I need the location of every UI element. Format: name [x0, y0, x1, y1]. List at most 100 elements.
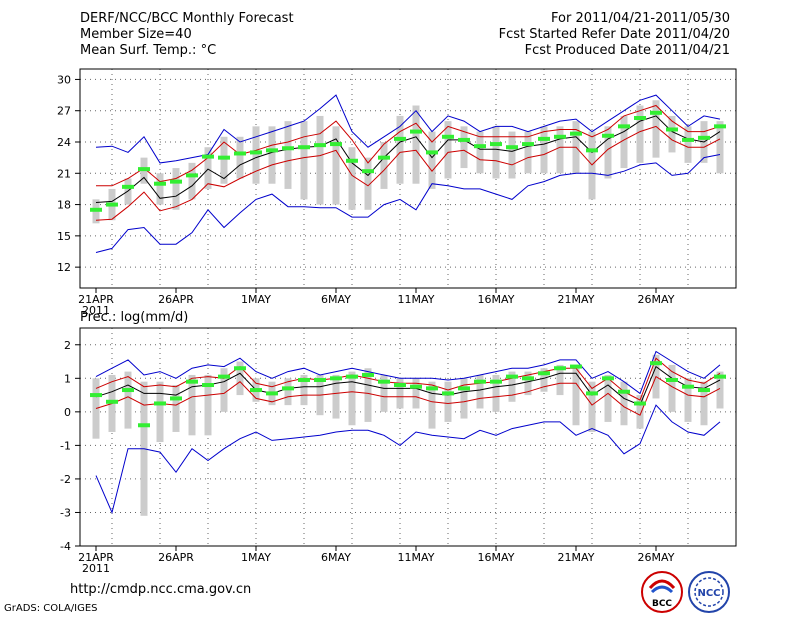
obs-range-bar [540, 126, 548, 174]
obs-range-bar [332, 126, 340, 205]
obs-mark [618, 389, 630, 394]
x-tick-label: 6MAY [321, 293, 351, 306]
x-tick-label: 26APR [158, 293, 194, 306]
obs-mark [266, 148, 278, 153]
obs-range-bar [492, 126, 500, 179]
obs-range-bar [716, 121, 724, 174]
series-mean-line [95, 115, 721, 203]
obs-range-bar [508, 371, 516, 402]
obs-mark [346, 374, 358, 379]
obs-mark [650, 361, 662, 366]
obs-range-bar [412, 378, 420, 409]
obs-range-bar [188, 374, 196, 436]
obs-range-bar [412, 105, 420, 184]
obs-range-bar [284, 121, 292, 189]
obs-mark [106, 202, 118, 207]
obs-mark [570, 131, 582, 136]
obs-mark [442, 391, 454, 396]
obs-mark [698, 135, 710, 140]
obs-range-bar [124, 371, 132, 429]
obs-mark [218, 155, 230, 160]
obs-mark [90, 207, 102, 212]
obs-mark [330, 142, 342, 147]
obs-mark [490, 142, 502, 147]
obs-mark [410, 384, 422, 389]
x-tick-label: 21MAY [558, 551, 595, 564]
chart-main-title: DERF/NCC/BCC Monthly Forecast [80, 11, 294, 26]
obs-mark [682, 384, 694, 389]
obs-mark [186, 173, 198, 178]
obs-range-bar [684, 126, 692, 163]
obs-mark [202, 383, 214, 388]
obs-mark [554, 134, 566, 139]
obs-mark [586, 148, 598, 153]
obs-mark [650, 110, 662, 115]
obs-mark [586, 391, 598, 396]
obs-range-bar [476, 131, 484, 174]
y-tick-label: 1 [64, 372, 71, 385]
obs-range-bar [252, 126, 260, 184]
temp-panel-title: Mean Surf. Temp.: °C [80, 43, 217, 58]
obs-range-bar [604, 374, 612, 422]
obs-mark [106, 399, 118, 404]
obs-range-bar [476, 374, 484, 409]
obs-range-bar [572, 364, 580, 426]
obs-range-bar [492, 374, 500, 412]
x-tick-label: 1MAY [241, 293, 271, 306]
ncc-logo-icon: NCC [688, 571, 730, 613]
x-tick-year-label: 2011 [82, 304, 110, 317]
obs-range-bar [508, 131, 516, 179]
obs-mark [682, 137, 694, 142]
member-size-label: Member Size=40 [80, 27, 192, 42]
obs-mark [474, 379, 486, 384]
obs-mark [554, 366, 566, 371]
obs-mark [666, 127, 678, 132]
obs-range-bar [284, 378, 292, 406]
obs-range-bar [156, 381, 164, 443]
x-tick-label: 16MAY [478, 551, 515, 564]
obs-range-bar [460, 378, 468, 419]
obs-mark [602, 133, 614, 138]
obs-mark [458, 137, 470, 142]
header-left: DERF/NCC/BCC Monthly Forecast Member Siz… [80, 11, 294, 59]
y-tick-label: 15 [57, 230, 71, 243]
obs-range-bar [300, 121, 308, 200]
plot-frame [79, 327, 737, 547]
y-tick-label: -4 [60, 540, 71, 553]
x-tick-label: 16MAY [478, 293, 515, 306]
obs-mark [250, 150, 262, 155]
obs-range-bar [444, 381, 452, 422]
obs-mark [122, 388, 134, 393]
y-tick-label: 12 [57, 261, 71, 274]
obs-mark [458, 386, 470, 391]
obs-range-bar [716, 371, 724, 409]
obs-mark [666, 377, 678, 382]
series-max-line [95, 350, 721, 395]
y-tick-label: -2 [60, 473, 71, 486]
obs-range-bar [428, 381, 436, 429]
fcst-start-date-label: Fcst Started Refer Date 2011/04/20 [498, 27, 730, 42]
obs-mark [634, 401, 646, 406]
prec-panel-title: Prec.: log(mm/d) [80, 310, 189, 325]
obs-mark [202, 154, 214, 159]
obs-mark [426, 150, 438, 155]
obs-range-bar [172, 168, 180, 210]
obs-mark [634, 116, 646, 121]
obs-mark [522, 376, 534, 381]
obs-range-bar [636, 395, 644, 429]
obs-range-bar [428, 131, 436, 189]
obs-mark [266, 391, 278, 396]
x-tick-label: 1MAY [241, 551, 271, 564]
x-tick-label: 26APR [158, 551, 194, 564]
obs-mark [538, 136, 550, 141]
ncc-logo-text: NCC [697, 588, 720, 599]
obs-mark [282, 146, 294, 151]
obs-range-bar [316, 115, 324, 205]
obs-mark [138, 423, 150, 428]
obs-mark [346, 158, 358, 163]
obs-range-bar [364, 157, 372, 210]
obs-range-bar [668, 364, 676, 412]
obs-range-bar [604, 126, 612, 179]
source-url[interactable]: http://cmdp.ncc.cma.gov.cn [70, 582, 252, 597]
obs-range-bar [524, 131, 532, 174]
